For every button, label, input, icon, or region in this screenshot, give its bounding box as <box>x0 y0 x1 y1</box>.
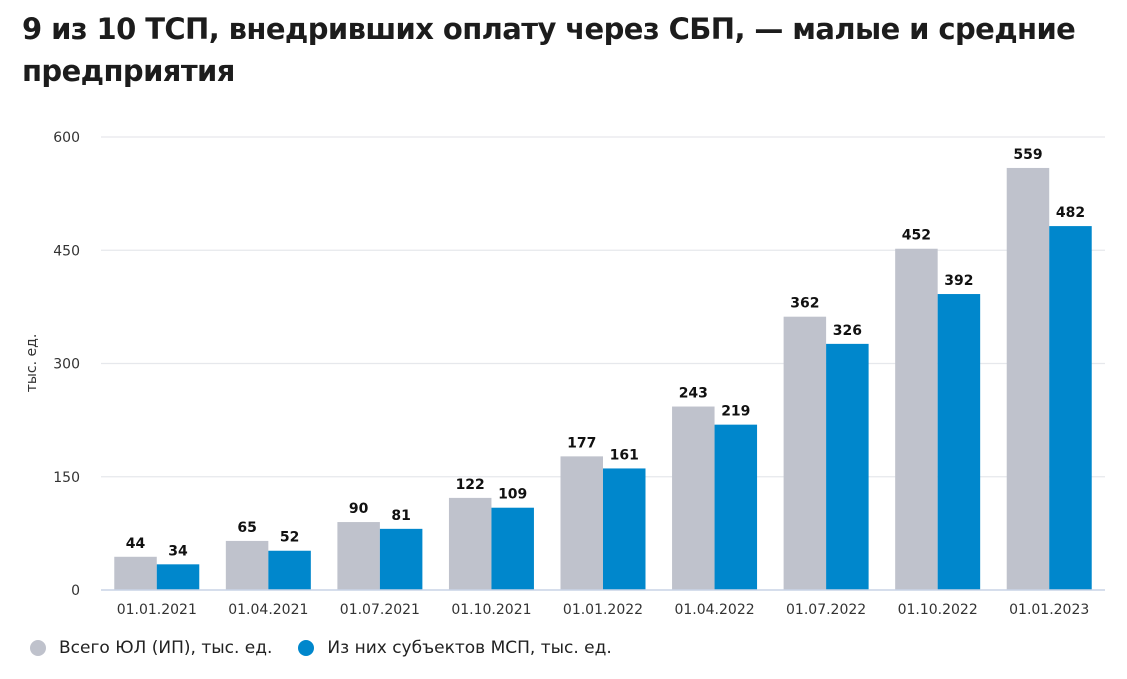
data-labels: 44 34 65 52 90 81 122 109 177 161 243 219 362 326 452 3… <box>126 147 1085 559</box>
bar-total <box>448 497 492 590</box>
bars <box>114 167 1092 591</box>
data-label: 44 <box>126 536 146 552</box>
y-tick-label: 300 <box>53 357 80 373</box>
y-axis-ticks: 0 150 300 450 600 <box>53 130 80 599</box>
data-label: 52 <box>280 530 299 546</box>
x-tick-label: 01.04.2022 <box>674 602 754 618</box>
x-tick-label: 01.10.2022 <box>898 602 978 618</box>
legend-label-total: Всего ЮЛ (ИП), тыс. ед. <box>59 638 273 658</box>
x-tick-label: 01.01.2022 <box>563 602 643 618</box>
bar-total <box>225 540 269 590</box>
data-label: 243 <box>679 386 708 402</box>
x-tick-label: 01.04.2021 <box>228 602 308 618</box>
bar-msp <box>156 564 200 590</box>
data-label: 122 <box>456 477 485 493</box>
data-label: 219 <box>721 404 750 420</box>
bar-total <box>672 406 715 590</box>
legend-item-total[interactable]: Всего ЮЛ (ИП), тыс. ед. <box>30 638 272 658</box>
bar-total <box>337 522 380 590</box>
x-tick-label: 01.01.2023 <box>1009 602 1089 618</box>
data-label: 559 <box>1013 147 1042 163</box>
y-axis-label: тыс. ед. <box>24 334 40 393</box>
data-label: 109 <box>498 487 527 503</box>
legend-dot-msp-icon <box>298 640 315 656</box>
y-tick-label: 0 <box>71 583 80 599</box>
legend: Всего ЮЛ (ИП), тыс. ед. Из них субъектов… <box>30 638 638 658</box>
legend-item-msp[interactable]: Из них субъектов МСП, тыс. ед. <box>298 638 612 658</box>
bar-msp <box>379 528 423 590</box>
bar-total <box>1006 167 1050 590</box>
bar-total <box>560 456 603 590</box>
x-axis-ticks: 01.01.2021 01.04.2021 01.07.2021 01.10.2021… <box>117 602 1090 618</box>
y-tick-label: 600 <box>53 130 80 146</box>
bar-msp <box>1049 226 1092 590</box>
y-tick-label: 450 <box>53 243 80 259</box>
bar-msp <box>714 424 758 590</box>
bar-msp <box>268 550 311 590</box>
data-label: 392 <box>944 273 973 289</box>
x-tick-label: 01.01.2021 <box>117 602 197 618</box>
bar-msp <box>491 507 534 590</box>
x-tick-label: 01.07.2022 <box>786 602 866 618</box>
bar-total <box>895 248 938 591</box>
legend-label-msp: Из них субъектов МСП, тыс. ед. <box>327 638 612 658</box>
data-label: 90 <box>349 501 369 517</box>
bar-total <box>114 556 157 590</box>
data-label: 452 <box>902 228 931 244</box>
bar-msp <box>937 294 981 590</box>
x-tick-label: 01.10.2021 <box>451 602 531 618</box>
legend-dot-total-icon <box>30 640 46 656</box>
data-label: 362 <box>790 296 819 312</box>
x-tick-label: 01.07.2021 <box>340 602 420 618</box>
y-tick-label: 150 <box>53 470 80 486</box>
data-label: 161 <box>610 447 639 463</box>
data-label: 65 <box>237 520 256 536</box>
bar-total <box>783 316 827 590</box>
data-label: 177 <box>567 435 596 451</box>
chart-title: 9 из 10 ТСП, внедривших оплату через СБП… <box>22 12 1076 88</box>
data-label: 482 <box>1056 205 1085 221</box>
data-label: 34 <box>168 543 188 559</box>
data-label: 326 <box>833 323 862 339</box>
data-label: 81 <box>391 508 410 524</box>
bar-msp <box>603 468 646 590</box>
bar-msp <box>826 343 869 590</box>
